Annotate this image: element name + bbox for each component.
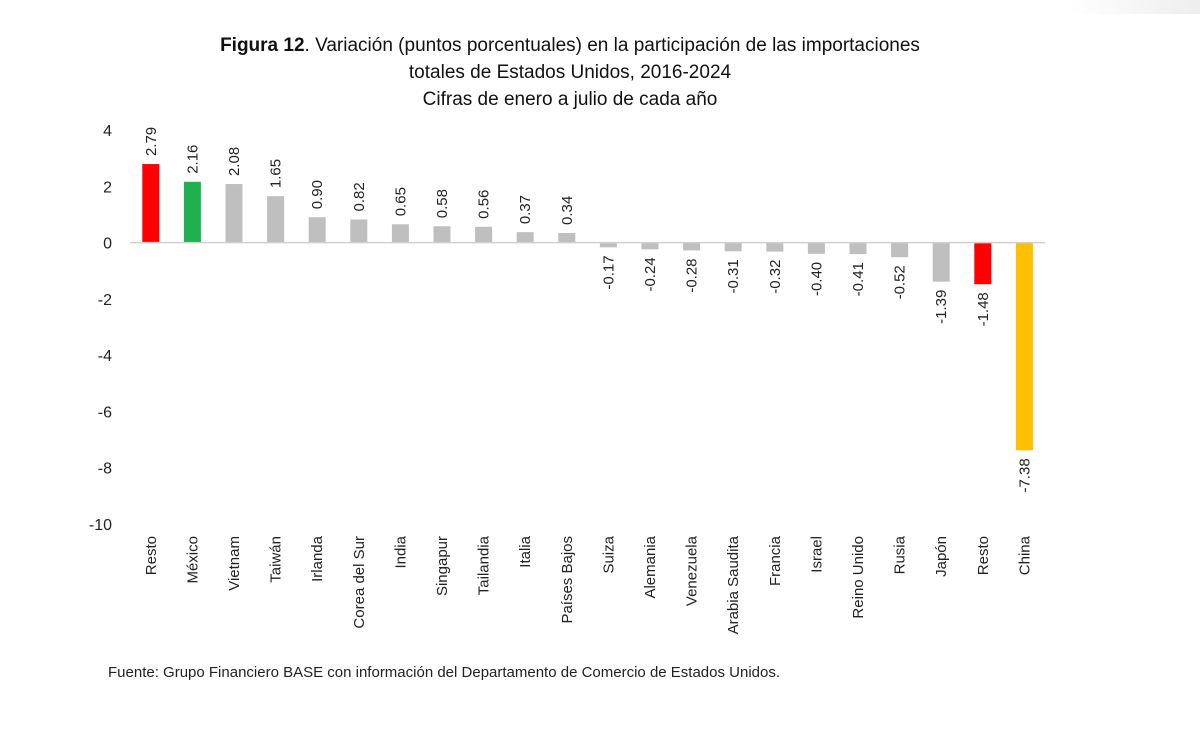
figure-number: Figura 12 [220,35,305,56]
x-tick-label: Resto [975,536,992,575]
data-label: -0.41 [850,262,867,296]
data-label: -1.39 [933,290,950,324]
data-label: -0.32 [767,260,784,294]
data-label: -0.17 [600,255,617,289]
x-tick-label: Japón [933,536,950,577]
data-label: -0.24 [642,257,659,291]
x-tick-label: Italia [517,535,534,567]
x-tick-label: México [184,536,201,584]
bar [974,242,992,285]
bar [599,242,617,248]
x-tick-label: Reino Unido [850,536,867,619]
bar [683,242,701,251]
data-label: 2.16 [184,145,201,174]
bar [391,224,409,243]
data-label: -7.38 [1016,458,1033,492]
bar [641,242,659,250]
bar [932,242,950,282]
data-label: -0.52 [892,265,909,299]
x-tick-label: Irlanda [309,535,326,582]
bar [267,196,285,243]
x-tick-label: Suiza [600,535,617,573]
data-label: 0.90 [309,180,326,209]
y-tick-label: -8 [98,461,112,478]
source-note: Fuente: Grupo Financiero BASE con inform… [108,664,781,681]
x-tick-label: Resto [143,536,160,575]
bar [766,242,784,252]
bar [891,242,909,258]
chart-title-line-1: Figura 12. Variación (puntos porcentuale… [0,32,1140,59]
bar [475,226,493,243]
data-label: 0.82 [351,182,368,211]
bar [849,242,867,255]
data-label: -0.31 [725,259,742,293]
chart-title: Figura 12. Variación (puntos porcentuale… [0,32,1140,113]
bar [142,164,160,243]
y-tick-label: -10 [89,517,112,534]
bar [1015,242,1033,451]
data-label: 0.58 [434,189,451,218]
x-tick-label: Venezuela [684,535,701,606]
x-tick-label: Taiwán [268,536,285,583]
chart-title-line-2: totales de Estados Unidos, 2016-2024 [408,62,732,83]
x-tick-label: Tailandia [476,535,493,595]
x-tick-label: Vietnam [226,536,243,591]
x-tick-label: Arabia Saudita [725,535,742,634]
y-tick-label: 2 [103,179,112,196]
bar [807,242,825,254]
y-tick-label: -6 [98,404,112,421]
bar [516,232,534,243]
x-tick-label: Singapur [434,536,451,596]
x-tick-label: India [392,535,409,568]
data-label: 2.08 [226,147,243,176]
y-tick-label: 4 [103,123,112,140]
x-tick-label: Israel [808,536,825,573]
data-label: 0.56 [476,190,493,219]
chart-subtitle: Cifras de enero a julio de cada año [422,89,718,110]
corner-shade [1070,0,1200,14]
x-tick-label: Países Bajos [559,536,576,624]
x-tick-label: China [1016,535,1033,575]
data-label: 0.65 [392,187,409,216]
title-text: . Variación (puntos porcentuales) en la … [304,35,920,56]
bar [350,219,368,243]
bar [308,217,326,243]
x-tick-label: Francia [767,535,784,586]
bar [225,184,243,243]
data-label: 1.65 [268,159,285,188]
x-tick-label: Rusia [892,535,909,574]
bar [433,226,451,243]
data-label: 0.37 [517,195,534,224]
data-label: -1.48 [975,292,992,326]
y-tick-label: 0 [103,236,112,253]
x-tick-label: Corea del Sur [351,536,368,629]
data-label: -0.28 [684,258,701,292]
y-tick-label: -2 [98,292,112,309]
data-label: 0.34 [559,196,576,225]
bar [724,242,742,252]
bar-chart: 4 2 0 -2 -4 -6 -8 -10 2.79 Resto 2.16 México 2.08 Vie… [89,123,1046,634]
bar [183,181,201,243]
y-tick-label: -4 [98,348,112,365]
data-label: -0.40 [808,262,825,296]
x-tick-label: Alemania [642,535,659,598]
data-label: 2.79 [143,127,160,156]
bar [558,233,576,243]
